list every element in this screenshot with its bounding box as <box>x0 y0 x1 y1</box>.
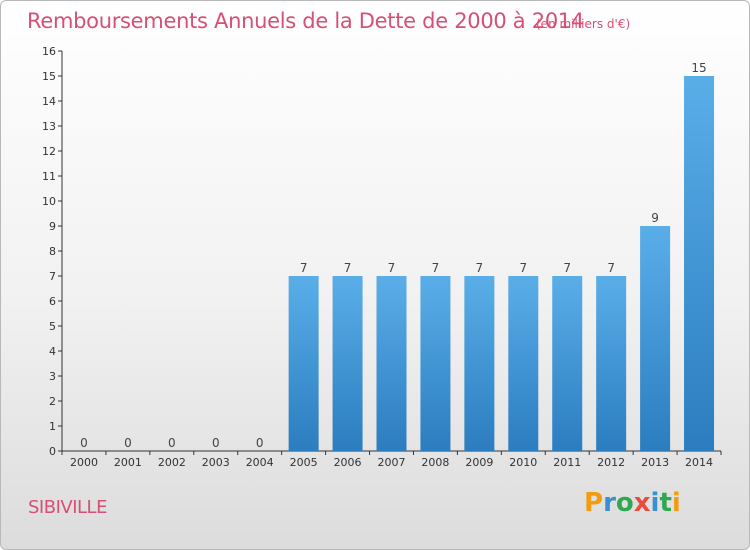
logo-letter: i <box>671 488 681 518</box>
x-tick-label: 2013 <box>641 456 669 469</box>
logo-letter: P <box>584 488 604 518</box>
y-tick-label: 8 <box>49 245 56 258</box>
logo-letter: i <box>650 488 660 518</box>
bar-value-label: 7 <box>476 261 484 275</box>
logo-letter: t <box>659 488 672 518</box>
bar-2011 <box>552 276 583 451</box>
x-tick-label: 2012 <box>597 456 625 469</box>
y-tick-label: 10 <box>42 195 56 208</box>
bar-value-label: 7 <box>300 261 308 275</box>
x-tick-label: 2011 <box>553 456 581 469</box>
bar-value-label: 0 <box>124 436 132 450</box>
bar-2005 <box>288 276 319 451</box>
logo-letter: x <box>633 488 651 518</box>
bar-value-label: 7 <box>432 261 440 275</box>
x-tick-label: 2005 <box>290 456 318 469</box>
chart-title: Remboursements Annuels de la Dette de 20… <box>27 9 584 33</box>
bar-value-label: 7 <box>519 261 527 275</box>
bar-value-label: 7 <box>344 261 352 275</box>
y-tick-label: 0 <box>49 445 56 458</box>
x-tick-label: 2006 <box>334 456 362 469</box>
x-tick-label: 2010 <box>509 456 537 469</box>
bar-value-label: 7 <box>388 261 396 275</box>
proxiti-logo: Proxiti <box>584 488 681 518</box>
y-tick-label: 11 <box>42 170 56 183</box>
bar-value-label: 0 <box>212 436 220 450</box>
y-tick-label: 3 <box>49 370 56 383</box>
y-tick-label: 5 <box>49 320 56 333</box>
x-tick-label: 2014 <box>685 456 713 469</box>
bar-2010 <box>508 276 539 451</box>
bar-value-label: 9 <box>651 211 659 225</box>
x-tick-label: 2001 <box>114 456 142 469</box>
bar-2006 <box>332 276 363 451</box>
y-tick-label: 4 <box>49 345 56 358</box>
commune-name: SIBIVILLE <box>28 497 107 518</box>
bar-2008 <box>420 276 451 451</box>
y-tick-label: 2 <box>49 395 56 408</box>
logo-letter: o <box>615 488 634 518</box>
bar-2012 <box>596 276 627 451</box>
bar-value-label: 0 <box>168 436 176 450</box>
y-tick-label: 7 <box>49 270 56 283</box>
y-tick-label: 6 <box>49 295 56 308</box>
y-tick-label: 13 <box>42 120 56 133</box>
y-tick-label: 12 <box>42 145 56 158</box>
x-tick-label: 2003 <box>202 456 230 469</box>
bar-2009 <box>464 276 495 451</box>
y-tick-label: 14 <box>42 95 56 108</box>
x-tick-label: 2008 <box>421 456 449 469</box>
bar-value-label: 0 <box>80 436 88 450</box>
bar-2014 <box>684 76 715 451</box>
chart-subtitle: (en milliers d'€) <box>536 17 631 31</box>
x-tick-label: 2000 <box>70 456 98 469</box>
y-tick-label: 9 <box>49 220 56 233</box>
x-tick-label: 2009 <box>465 456 493 469</box>
y-tick-label: 15 <box>42 70 56 83</box>
bar-2007 <box>376 276 407 451</box>
bar-value-label: 15 <box>691 61 706 75</box>
bar-value-label: 7 <box>607 261 615 275</box>
y-tick-label: 16 <box>42 45 56 58</box>
bar-value-label: 0 <box>256 436 264 450</box>
x-tick-label: 2004 <box>246 456 274 469</box>
bar-2013 <box>640 226 671 451</box>
y-tick-label: 1 <box>49 420 56 433</box>
x-tick-label: 2007 <box>378 456 406 469</box>
bar-value-label: 7 <box>563 261 571 275</box>
x-tick-label: 2002 <box>158 456 186 469</box>
logo-letter: r <box>603 488 616 518</box>
